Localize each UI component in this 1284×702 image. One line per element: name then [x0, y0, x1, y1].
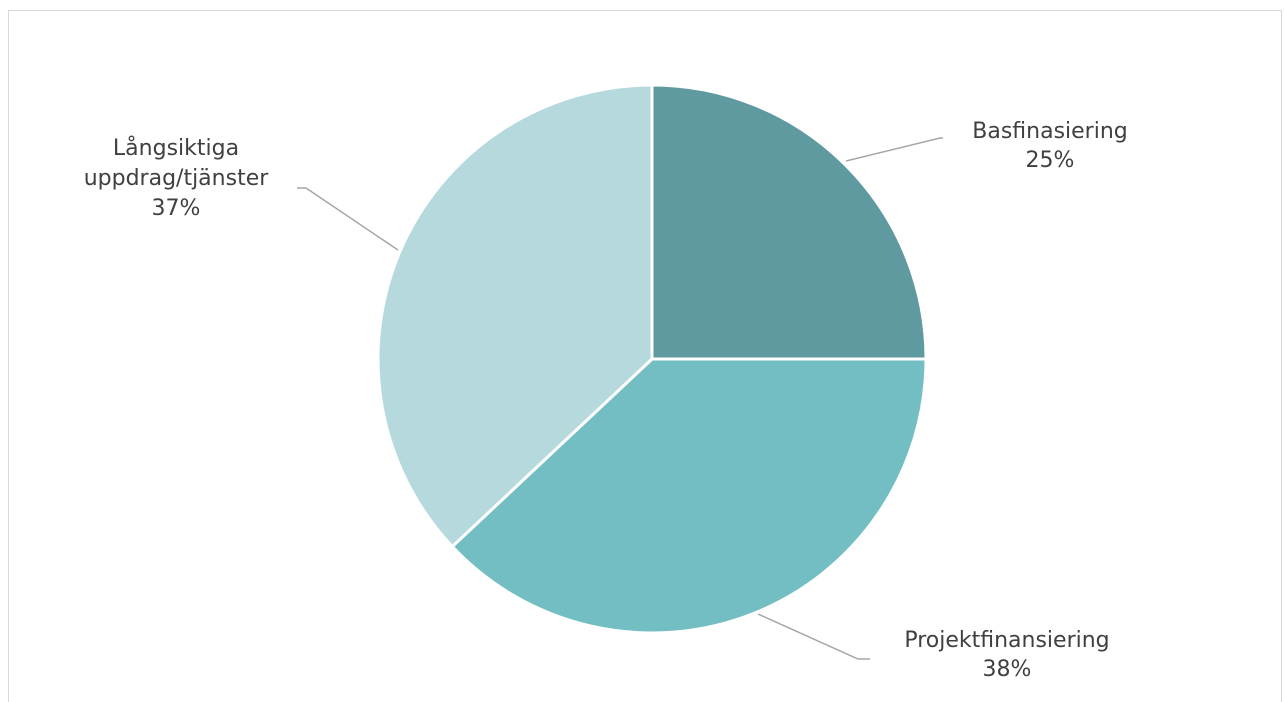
leader-line-2 — [757, 613, 870, 660]
data-labels: Basfinasiering 25% Projektfinansiering 38% L… — [84, 119, 1128, 682]
data-label-2: Projektfinansiering 38% — [904, 628, 1109, 682]
data-label-category: Projektfinansiering — [904, 628, 1109, 653]
leader-line-3 — [297, 187, 399, 251]
data-label-3: Långsiktiga uppdrag/tjänster 37% — [84, 135, 270, 221]
pie-slice-2 — [450, 357, 928, 635]
data-label-category: Basfinasiering — [972, 119, 1128, 144]
leader-line-1 — [845, 137, 943, 162]
data-label-1: Basfinasiering 25% — [972, 119, 1128, 173]
pie-slice-1 — [650, 83, 928, 361]
data-label-percent: 25% — [1026, 148, 1075, 173]
chart-frame — [8, 10, 1282, 702]
data-label-category: uppdrag/tjänster — [84, 166, 270, 191]
pie-slices — [376, 83, 928, 635]
data-label-percent: 37% — [152, 196, 201, 221]
leader-lines — [297, 137, 943, 660]
data-label-percent: 38% — [983, 657, 1032, 682]
data-label-category: Långsiktiga — [113, 135, 239, 161]
pie-slice-3 — [376, 83, 654, 549]
